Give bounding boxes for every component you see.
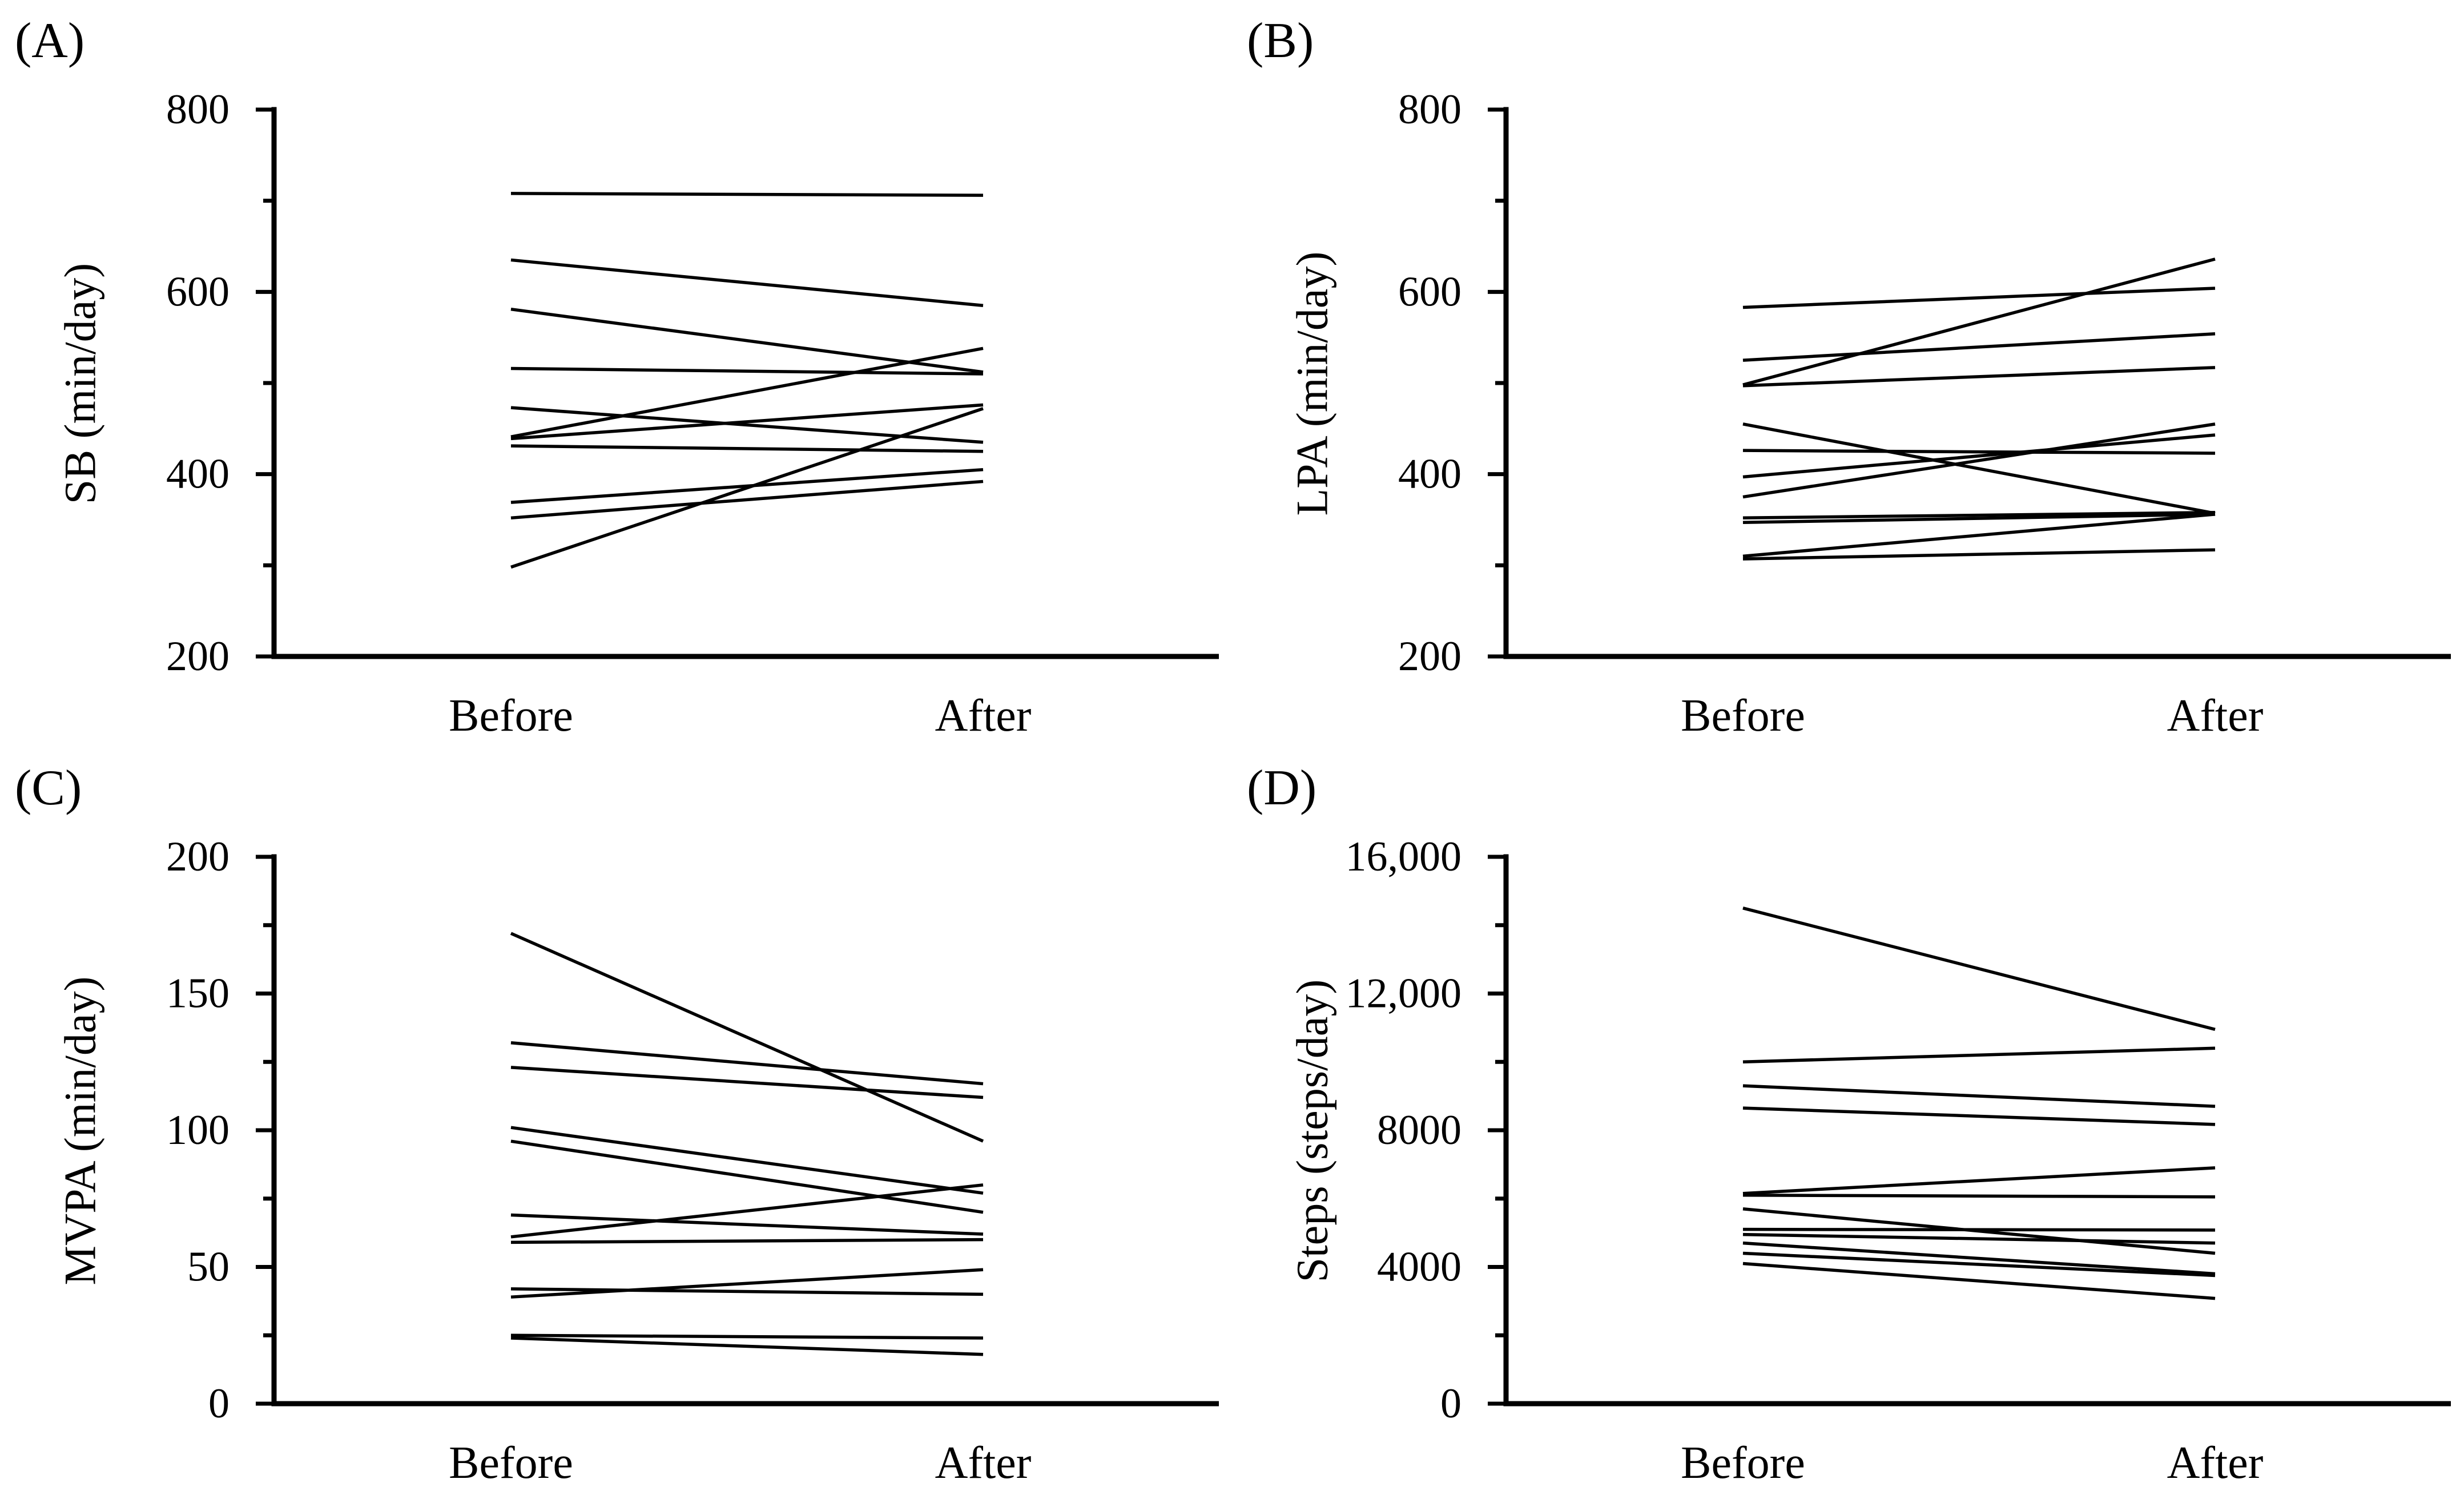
series-line [510,1183,984,1239]
y-tick-label: 600 [166,268,230,315]
panel-a-y-axis-title: SB (min/day) [55,263,105,505]
panel-c-y-axis-title: MVPA (min/day) [55,976,105,1285]
series-line [1742,366,2216,388]
panel-c-plot: (C) MVPA (min/day) 200 150 100 50 0 Before Aft… [15,760,1219,1488]
series-line [510,192,984,197]
x-category-label: Before [449,1438,573,1488]
series-line [1742,548,2216,561]
series-line [1742,513,2216,525]
series-line [510,1139,984,1214]
series-line [1742,1194,2216,1199]
series-line [1742,1106,2216,1126]
series-line [1742,433,2216,479]
panel-b: (B) LPA (min/day) 800 600 400 200 Before Afte… [1232,0,2464,748]
series-line [1742,1262,2216,1300]
series-line [1742,422,2216,499]
y-tick-label: 800 [166,86,230,133]
series-line [510,1213,984,1236]
y-tick-label: 200 [166,833,230,880]
y-tick-label: 4000 [1377,1244,1462,1291]
series-line [510,1336,984,1356]
panel-a-plot: (A) SB (min/day) 800 600 400 200 Before After [15,13,1219,741]
series-line [510,407,984,569]
y-tick-label: 0 [208,1380,230,1427]
series-line [1742,1166,2216,1195]
panel-a: (A) SB (min/day) 800 600 400 200 Before After [0,0,1232,748]
y-tick-label: 400 [166,451,230,498]
series-line [510,403,984,441]
x-category-label: Before [1681,1438,1805,1488]
y-tick-label: 400 [1398,451,1462,498]
series-line [1742,513,2216,558]
panel-b-y-axis-title: LPA (min/day) [1287,252,1337,516]
y-tick-label: 600 [1398,268,1462,315]
series-line [510,1333,984,1340]
series-line [510,346,984,438]
series-line [510,258,984,308]
panel-b-letter: (B) [1247,13,1314,68]
series-line [510,479,984,520]
series-line [1742,1241,2216,1276]
series-line [510,1066,984,1099]
series-line [1742,287,2216,309]
series-line [1742,449,2216,455]
series-line [510,1041,984,1086]
y-tick-label: 16,000 [1346,833,1462,880]
panel-c-letter: (C) [15,760,82,816]
series-line [1742,257,2216,386]
series-line [510,444,984,453]
y-tick-label: 150 [166,970,230,1017]
series-line [510,932,984,1143]
series-line [1742,906,2216,1031]
x-category-label: After [935,1438,1032,1488]
y-tick-label: 8000 [1377,1107,1462,1154]
series-line [510,1126,984,1195]
series-line [510,1268,984,1299]
panel-d-y-axis-title: Steps (steps/day) [1287,980,1337,1283]
x-category-label: After [935,691,1032,741]
y-tick-label: 200 [166,633,230,680]
panel-a-letter: (A) [15,13,84,68]
series-line [1742,1232,2216,1245]
panel-b-plot: (B) LPA (min/day) 800 600 400 200 Before Afte… [1247,13,2451,741]
y-tick-label: 800 [1398,86,1462,133]
y-tick-label: 50 [187,1244,230,1291]
series-line [1742,1084,2216,1108]
series-line [510,366,984,376]
series-line [1742,1251,2216,1278]
panel-d: (D) Steps (steps/day) 16,000 12,000 8000 40… [1232,747,2464,1495]
series-line [510,468,984,504]
y-tick-label: 200 [1398,633,1462,680]
series-line [510,1238,984,1244]
x-category-label: Before [1681,691,1805,741]
x-category-label: After [2167,1438,2264,1488]
series-line [510,1287,984,1296]
y-tick-label: 100 [166,1107,230,1154]
y-tick-label: 12,000 [1346,970,1462,1017]
panel-d-plot: (D) Steps (steps/day) 16,000 12,000 8000 40… [1247,760,2451,1488]
panel-d-letter: (D) [1247,760,1316,816]
y-tick-label: 0 [1440,1380,1462,1427]
series-line [1742,422,2216,515]
series-line [1742,1046,2216,1063]
x-category-label: After [2167,691,2264,741]
series-line [1742,510,2216,520]
series-line [1742,332,2216,362]
x-category-label: Before [449,691,573,741]
panel-c: (C) MVPA (min/day) 200 150 100 50 0 Before Aft… [0,747,1232,1495]
